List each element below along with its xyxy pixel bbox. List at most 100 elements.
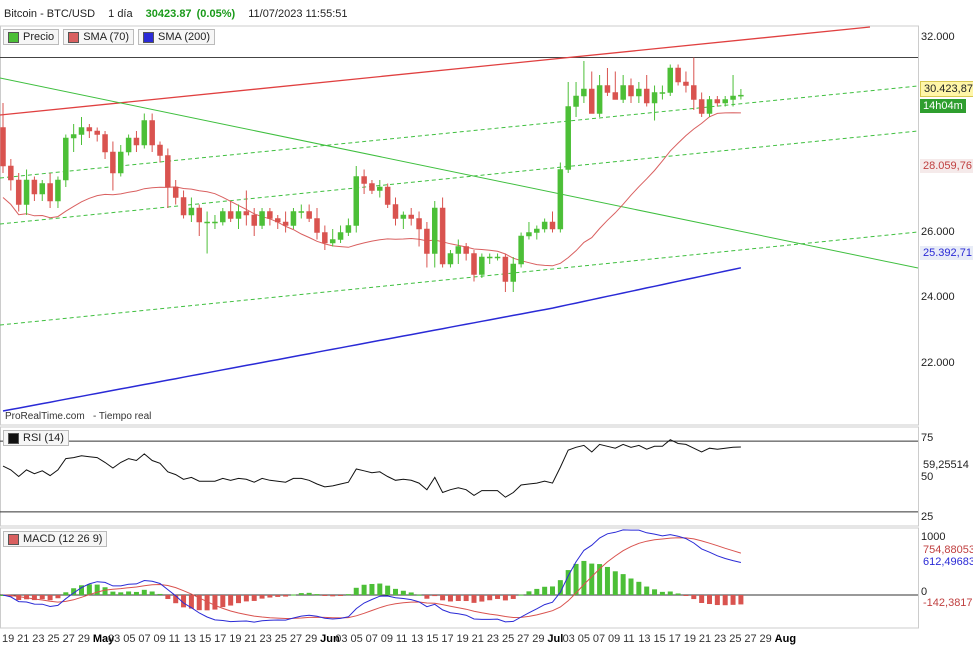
x-axis-tick-label: 09 <box>381 633 393 645</box>
macd-histogram-bar <box>502 595 508 601</box>
macd-histogram-bar <box>573 563 579 595</box>
candle-body <box>651 92 658 104</box>
x-axis-tick-label: 09 <box>608 633 620 645</box>
candle-body <box>23 179 30 205</box>
candle-body <box>220 211 226 223</box>
macd-histogram-bar <box>338 595 344 596</box>
macd-signal-line <box>2 537 742 620</box>
macd-histogram-bar <box>707 595 712 605</box>
instrument-name: Bitcoin - BTC/USD <box>4 8 96 20</box>
price-panel-frame <box>0 25 919 426</box>
x-axis-tick-label: 05 <box>123 633 135 645</box>
macd-histogram-bar <box>55 595 61 599</box>
x-axis-tick-label: 07 <box>593 633 605 645</box>
x-axis-tick-label: Jul <box>547 633 563 645</box>
macd-histogram-bar <box>86 584 92 595</box>
candle-body <box>306 211 312 219</box>
last-price: 30423.87 <box>145 8 192 20</box>
macd-histogram-bar <box>432 595 438 597</box>
sma70-swatch-icon <box>68 31 80 43</box>
candle-body <box>494 256 501 259</box>
macd-histogram-bar <box>16 595 22 601</box>
macd-histogram-bar <box>188 595 194 609</box>
countdown-tag: 14h04m <box>920 99 966 113</box>
x-axis-tick-label: 17 <box>441 633 453 645</box>
macd-histogram-bar <box>243 595 249 602</box>
x-axis-tick-label: 19 <box>2 633 14 645</box>
x-axis-tick-label: 05 <box>350 633 362 645</box>
macd-histogram-bar <box>267 595 273 598</box>
candle-body <box>251 214 257 226</box>
legend-sma200[interactable]: SMA (200) <box>138 29 216 45</box>
macd-histogram-bar <box>675 593 681 595</box>
candle-body <box>439 207 446 265</box>
x-axis-tick-label: 29 <box>305 633 317 645</box>
macd-histogram-bar <box>683 595 689 596</box>
x-axis-tick-label: 23 <box>714 633 726 645</box>
macd-histogram-bar <box>604 566 610 595</box>
candle-body <box>314 218 320 233</box>
x-axis-tick-label: 27 <box>63 633 75 645</box>
macd-histogram-bar <box>542 586 548 595</box>
macd-histogram-bar <box>63 592 69 595</box>
sma200-swatch-icon <box>143 31 155 43</box>
macd-histogram-bar <box>236 595 241 604</box>
x-axis-tick-label: 25 <box>502 633 514 645</box>
candle-body <box>596 85 603 114</box>
macd-line <box>2 529 742 623</box>
macd-histogram-bar <box>314 594 320 596</box>
candle-body <box>8 165 14 181</box>
candle-body <box>581 88 587 97</box>
x-axis-tick-label: 13 <box>638 633 650 645</box>
legend-sma70[interactable]: SMA (70) <box>63 29 135 45</box>
legend-price[interactable]: Precio <box>3 29 60 45</box>
macd-histogram-bar <box>447 595 453 602</box>
green-channel-top <box>0 85 919 179</box>
candle-body <box>486 256 493 259</box>
x-axis-tick-label: 11 <box>396 633 407 645</box>
macd-histogram-bar <box>526 591 532 595</box>
candle-body <box>455 246 462 254</box>
data-source: ProRealTime.com - Tiempo real <box>5 411 151 422</box>
macd-histogram-bar <box>589 563 595 595</box>
macd-histogram-bar <box>714 595 720 606</box>
red-trendline <box>0 26 871 116</box>
x-axis-tick-label: 17 <box>214 633 226 645</box>
macd-histogram-bar <box>424 595 430 599</box>
rsi-legend[interactable]: RSI (14) <box>3 430 69 446</box>
candle-body <box>243 211 250 216</box>
x-axis-tick-label: 15 <box>426 633 438 645</box>
candle-body <box>714 99 721 104</box>
macd-histogram-bar <box>393 588 398 595</box>
candle-body <box>94 130 100 135</box>
macd-histogram-bar <box>471 595 477 603</box>
macd-histogram-bar <box>133 591 139 595</box>
macd-line-tag: 612,49683 <box>920 555 973 569</box>
x-axis-tick-label: 25 <box>729 633 741 645</box>
candle-body <box>377 186 383 191</box>
macd-histogram-bar <box>353 587 359 595</box>
macd-histogram-bar <box>220 595 226 608</box>
x-axis-tick-label: Aug <box>775 633 796 645</box>
period-label[interactable]: 1 día <box>108 8 133 20</box>
candle-body <box>86 127 93 132</box>
price-change: (0.05%) <box>196 8 236 20</box>
candle-body <box>675 67 681 83</box>
price-tick-24000: 24.000 <box>921 291 955 303</box>
macd-histogram-bar <box>149 591 155 595</box>
macd-histogram-bar <box>730 595 736 605</box>
candle-body <box>0 127 6 167</box>
macd-histogram-bar <box>251 595 257 601</box>
candle-body <box>235 211 242 219</box>
price-tick-26000: 26.000 <box>921 226 955 238</box>
candle-body <box>471 253 477 275</box>
x-axis-tick-label: 05 <box>578 633 590 645</box>
rsi-panel-frame <box>0 426 919 527</box>
x-axis-tick-label: 07 <box>366 633 378 645</box>
macd-histogram-bar <box>534 588 540 595</box>
macd-legend[interactable]: MACD (12 26 9) <box>3 531 108 547</box>
candle-body <box>604 85 611 93</box>
x-axis-tick-label: 29 <box>760 633 772 645</box>
